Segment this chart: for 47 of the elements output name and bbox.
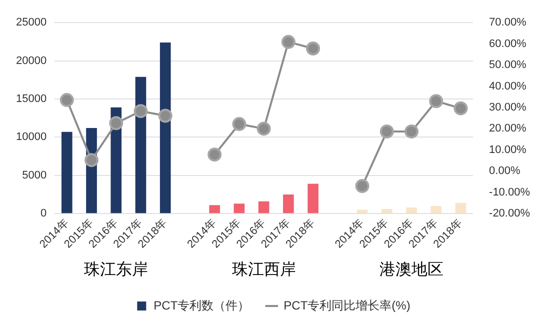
legend-label: PCT专利数（件） xyxy=(154,298,250,312)
bar xyxy=(209,205,220,214)
y2-tick-label: 0.00% xyxy=(489,165,520,178)
y2-tick-label: 20.00% xyxy=(489,122,527,135)
point xyxy=(134,104,148,118)
bar xyxy=(160,42,171,214)
point xyxy=(208,148,222,162)
bar xyxy=(283,194,294,214)
point xyxy=(380,124,394,138)
bar xyxy=(258,201,270,214)
point xyxy=(109,116,124,130)
bar xyxy=(381,209,392,214)
point xyxy=(256,122,271,136)
y2-tick-label: 60.00% xyxy=(489,38,527,50)
point xyxy=(84,153,99,168)
y2-tick-label: -10.00% xyxy=(489,186,530,198)
bar xyxy=(430,206,442,214)
legend-label: PCT专利同比增长率(%) xyxy=(284,298,410,312)
y2-tick-label: 70.00% xyxy=(489,16,527,29)
point xyxy=(429,94,444,108)
bar xyxy=(406,207,417,214)
y2-tick-label: 50.00% xyxy=(489,59,527,72)
y-tick-label: 5000 xyxy=(22,169,47,182)
y-tick-label: 20000 xyxy=(16,54,47,67)
point xyxy=(158,108,172,123)
y2-tick-label: -20.00% xyxy=(489,208,530,220)
bar xyxy=(455,202,466,214)
bar xyxy=(61,132,72,214)
y2-tick-label: 40.00% xyxy=(489,80,527,92)
text: 珠江西岸 xyxy=(232,260,296,278)
point xyxy=(404,124,418,138)
point xyxy=(60,93,74,108)
y-tick-label: 10000 xyxy=(16,131,47,144)
y-tick-label: 0 xyxy=(40,208,47,220)
y-tick-label: 25000 xyxy=(16,16,47,29)
point xyxy=(306,41,320,56)
point xyxy=(281,34,296,49)
text: 港澳地区 xyxy=(379,260,444,278)
y2-tick-label: 10.00% xyxy=(489,144,527,156)
y2-tick-label: 30.00% xyxy=(489,102,527,114)
y-tick-label: 15000 xyxy=(16,93,47,106)
text: 珠江东岸 xyxy=(84,260,148,278)
point xyxy=(232,117,246,132)
bar xyxy=(234,204,245,214)
point xyxy=(454,101,468,116)
point xyxy=(355,179,370,193)
bar xyxy=(308,184,318,214)
